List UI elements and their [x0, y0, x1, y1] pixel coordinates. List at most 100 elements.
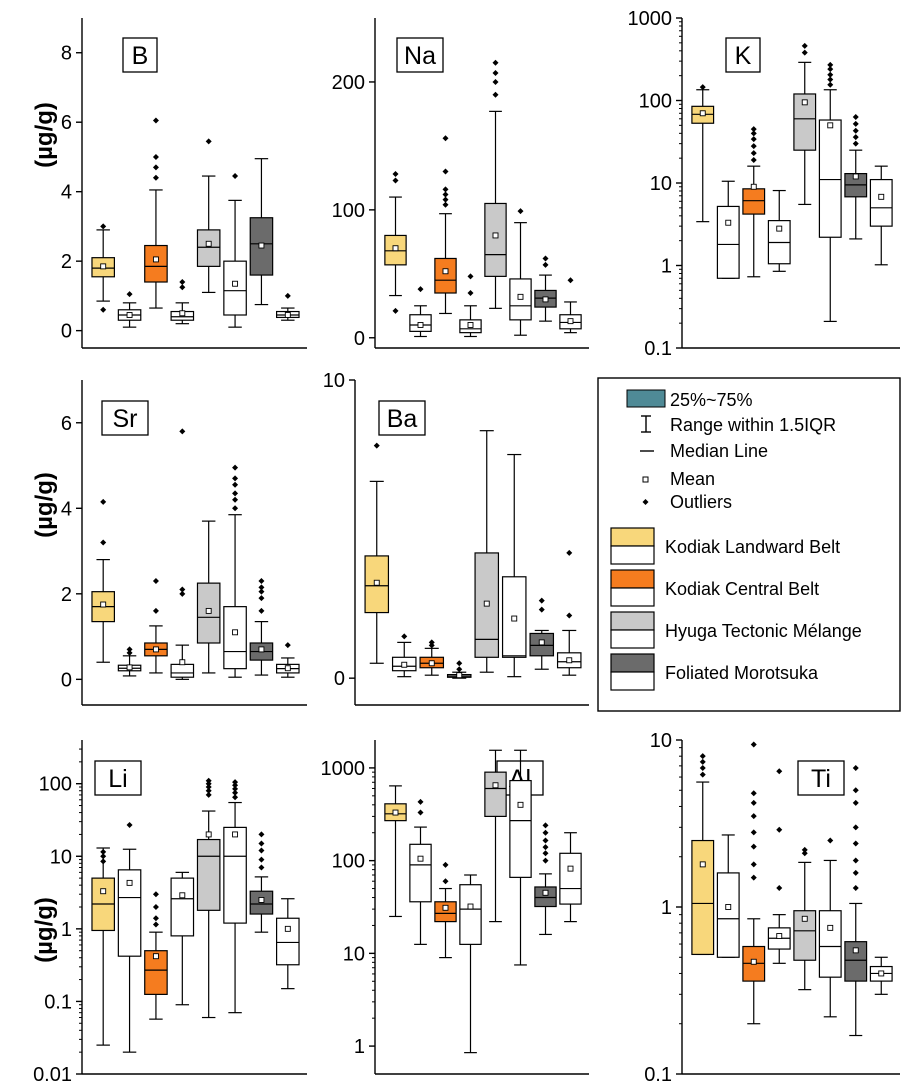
outlier-point [699, 771, 706, 778]
outlier-point [232, 505, 239, 512]
outlier-point [417, 798, 424, 805]
outlier-point [492, 78, 499, 85]
iqr-box [196, 838, 221, 911]
iqr-box [818, 910, 842, 978]
box-1 [384, 171, 407, 314]
outlier-point [258, 588, 265, 595]
legend-mean-label: Mean [670, 469, 715, 489]
mean-marker [205, 240, 212, 247]
outlier-point [442, 168, 449, 175]
outlier-point [258, 607, 265, 614]
outlier-point [179, 586, 186, 593]
mean-marker [852, 947, 859, 954]
outlier-point [542, 857, 549, 864]
outlier-point [827, 66, 834, 73]
y-tick-label: 1 [354, 1036, 365, 1058]
outlier-point [392, 307, 399, 314]
box-5 [484, 749, 507, 923]
outlier-point [258, 584, 265, 591]
y-label-row-1: (µg/g) [31, 102, 58, 168]
box-5 [793, 846, 817, 991]
y-tick-label: 200 [332, 72, 365, 94]
outlier-point [100, 858, 107, 865]
y-tick-label: 1 [661, 256, 672, 278]
mean-marker [428, 660, 435, 667]
outlier-point [442, 201, 449, 208]
box-4 [459, 273, 482, 338]
legend-group-label: Kodiak Landward Belt [665, 537, 840, 557]
box-8 [276, 898, 300, 990]
outlier-point [152, 891, 159, 898]
legend-swatch-white [610, 671, 655, 691]
outlier-point [232, 173, 239, 180]
mean-marker [801, 99, 808, 106]
box-2 [117, 821, 142, 1053]
box-8 [276, 642, 300, 678]
outlier-point [232, 779, 239, 786]
outlier-point [258, 840, 265, 847]
legend-swatch-colored [610, 653, 655, 673]
box-7 [249, 831, 274, 933]
box-5 [474, 430, 500, 673]
mean-marker [699, 861, 706, 868]
outlier-point [392, 171, 399, 178]
mean-marker [725, 219, 732, 226]
y-tick-label: 8 [61, 43, 72, 65]
outlier-point [467, 273, 474, 280]
outlier-point [538, 606, 545, 613]
outlier-point [852, 857, 859, 864]
y-tick-label: 4 [61, 498, 72, 520]
outlier-point [152, 164, 159, 171]
outlier-point [126, 821, 133, 828]
mean-marker [179, 892, 186, 899]
box-8 [556, 549, 582, 676]
outlier-point [205, 791, 212, 798]
outlier-point [801, 846, 808, 853]
mean-marker [100, 888, 107, 895]
mean-marker [776, 225, 783, 232]
box-5 [196, 138, 221, 294]
iqr-box [844, 941, 868, 982]
outlier-point [205, 780, 212, 787]
box-5 [484, 59, 507, 309]
iqr-box [716, 205, 740, 279]
y-tick-label: 10 [343, 943, 365, 965]
box-3 [434, 135, 457, 315]
y-tick-label: 2 [61, 251, 72, 273]
y-tick-label: 1 [661, 897, 672, 919]
legend: 25%~75% Range within 1.5IQR Median Line … [597, 377, 901, 712]
mean-marker [126, 879, 133, 886]
outlier-point [566, 549, 573, 556]
outlier-point [152, 915, 159, 922]
iqr-box [434, 901, 457, 923]
outlier-point [699, 753, 706, 760]
y-tick-label: 4 [61, 182, 72, 204]
y-label-row-2: (µg/g) [31, 472, 58, 538]
legend-range-label: Range within 1.5IQR [670, 415, 836, 435]
outlier-point [566, 612, 573, 619]
y-tick-label: 10 [323, 370, 345, 392]
outlier-point [542, 844, 549, 851]
element-label-frame [378, 400, 426, 436]
panel-Na: 0 100 200 Na [332, 18, 589, 350]
mean-marker [483, 600, 490, 607]
outlier-point [492, 91, 499, 98]
outlier-point [456, 660, 463, 667]
box-6 [223, 173, 247, 328]
y-tick-label: 0.1 [644, 1064, 672, 1082]
iqr-box [117, 869, 142, 957]
outlier-point [258, 847, 265, 854]
outlier-point [750, 799, 757, 806]
box-3 [742, 741, 766, 1025]
box-2 [117, 291, 142, 328]
outlier-point [232, 782, 239, 789]
mean-marker [152, 256, 159, 263]
mean-marker [511, 615, 518, 622]
iqr-box [196, 229, 221, 267]
outlier-point [852, 799, 859, 806]
outlier-point [392, 177, 399, 184]
outlier-point [776, 826, 783, 833]
box-1 [91, 847, 115, 1046]
legend-outlier-symbol [642, 499, 649, 505]
legend-swatch-white [610, 629, 655, 649]
